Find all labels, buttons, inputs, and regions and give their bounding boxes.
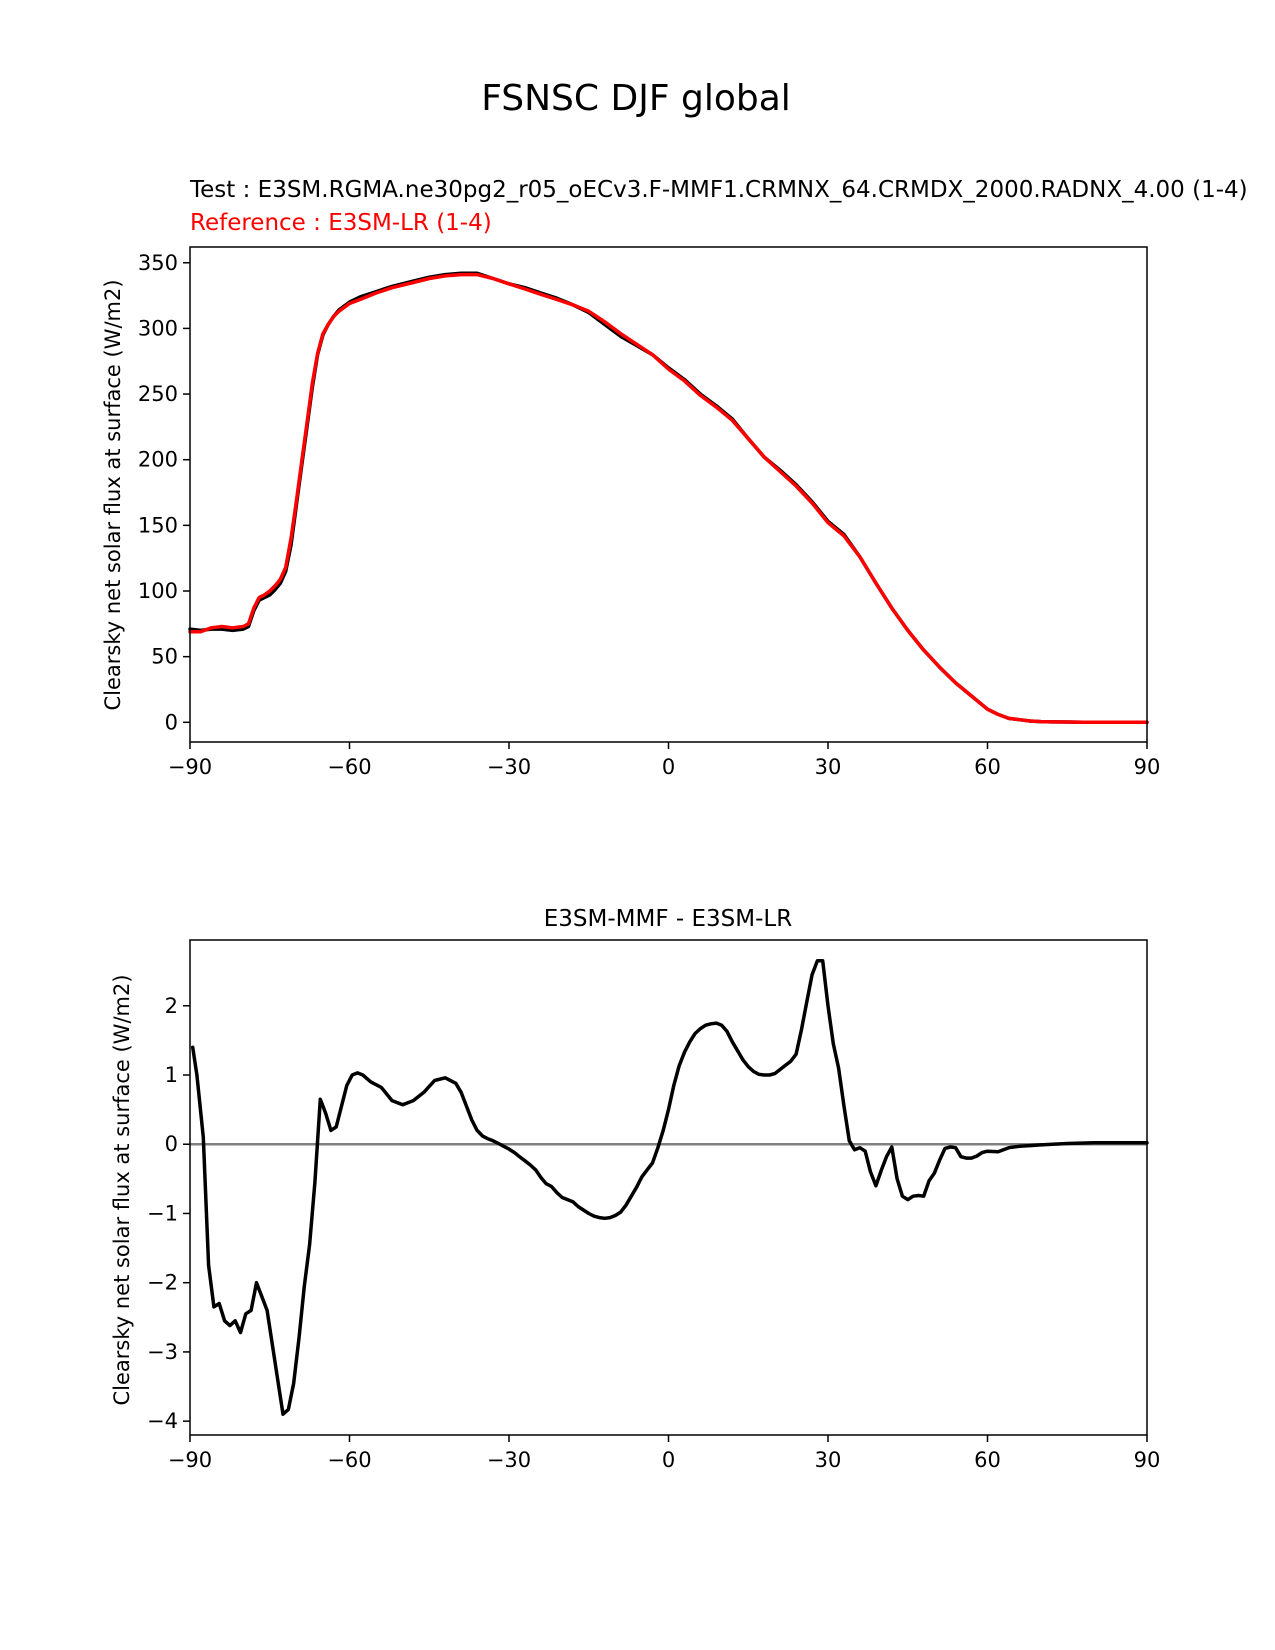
x-tick-label: −30 [487, 755, 531, 779]
y-tick-label: 0 [165, 710, 178, 734]
y-tick-label: 300 [138, 316, 178, 340]
y-tick-label: 50 [151, 645, 178, 669]
figure-title: FSNSC DJF global [481, 78, 791, 119]
x-tick-label: 0 [662, 755, 675, 779]
y-tick-label: 350 [138, 251, 178, 275]
y-tick-label: 100 [138, 579, 178, 603]
x-tick-label: 30 [815, 1448, 842, 1472]
series-line-test [188, 271, 1149, 725]
y-tick-label: 150 [138, 513, 178, 537]
y-tick-label: −2 [147, 1271, 178, 1295]
y-tick-label: 250 [138, 382, 178, 406]
bottom-y-axis: −4 −3 −2 −1 0 1 2 [147, 994, 190, 1433]
x-tick-label: 30 [815, 755, 842, 779]
x-tick-label: 60 [974, 1448, 1001, 1472]
y-tick-label: −1 [147, 1201, 178, 1225]
top-axes-frame [189, 246, 1148, 743]
top-x-axis: −90 −60 −30 0 30 60 90 [168, 742, 1161, 779]
x-tick-label: 60 [974, 755, 1001, 779]
y-tick-label: 200 [138, 448, 178, 472]
reference-label: Reference : E3SM-LR (1-4) [190, 210, 492, 236]
y-tick-label: 2 [165, 994, 178, 1018]
top-y-axis-label: Clearsky net solar flux at surface (W/m2… [101, 279, 125, 710]
series-line-reference [188, 272, 1149, 725]
x-tick-label: −90 [168, 755, 212, 779]
series-line-difference [190, 959, 1149, 1416]
x-tick-label: −60 [327, 1448, 371, 1472]
y-tick-label: −4 [147, 1409, 178, 1433]
x-tick-label: −90 [168, 1448, 212, 1472]
x-tick-label: −30 [487, 1448, 531, 1472]
bottom-y-axis-label: Clearsky net solar flux at surface (W/m2… [110, 974, 134, 1405]
x-tick-label: 90 [1134, 755, 1161, 779]
top-plot-area [188, 271, 1149, 725]
y-tick-label: −3 [147, 1340, 178, 1364]
top-y-axis: 0 50 100 150 200 250 300 350 [138, 251, 190, 734]
x-tick-label: 0 [662, 1448, 675, 1472]
x-tick-label: 90 [1134, 1448, 1161, 1472]
y-tick-label: 1 [165, 1063, 178, 1087]
bottom-plot-area [190, 959, 1149, 1416]
bottom-panel: E3SM-MMF - E3SM-LR −90 −60 −30 0 30 60 90 −4−3… [110, 906, 1160, 1472]
bottom-title: E3SM-MMF - E3SM-LR [544, 906, 792, 932]
test-label: Test : E3SM.RGMA.ne30pg2_r05_oECv3.F-MMF… [189, 177, 1248, 203]
x-tick-label: −60 [327, 755, 371, 779]
bottom-x-axis: −90 −60 −30 0 30 60 90 [168, 1435, 1161, 1472]
bottom-axes-frame [189, 939, 1148, 1436]
top-panel: Test : E3SM.RGMA.ne30pg2_r05_oECv3.F-MMF… [101, 177, 1248, 779]
y-tick-label: 0 [165, 1132, 178, 1156]
